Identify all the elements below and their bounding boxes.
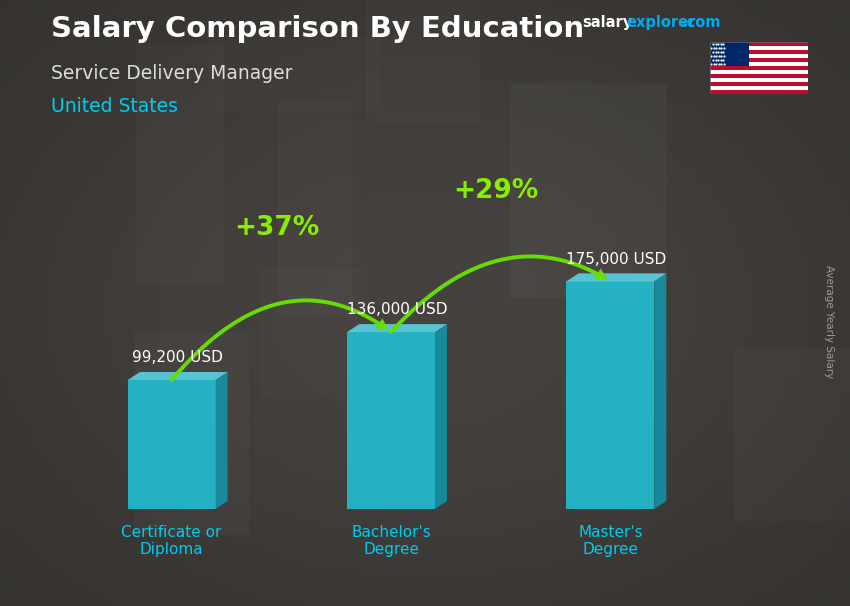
Bar bbox=[710, 90, 808, 94]
Text: +37%: +37% bbox=[235, 215, 320, 241]
Bar bbox=[710, 42, 808, 47]
Polygon shape bbox=[566, 273, 666, 281]
Bar bbox=[710, 78, 808, 82]
Bar bbox=[136, 0, 258, 173]
Bar bbox=[222, 0, 384, 127]
Bar bbox=[338, 107, 490, 346]
Polygon shape bbox=[347, 332, 435, 509]
Bar bbox=[710, 47, 808, 50]
Bar bbox=[710, 82, 808, 86]
Bar bbox=[710, 50, 808, 55]
Polygon shape bbox=[128, 372, 228, 380]
Bar bbox=[710, 66, 808, 70]
Text: salary: salary bbox=[582, 15, 632, 30]
Text: United States: United States bbox=[51, 97, 178, 116]
Bar bbox=[710, 86, 808, 90]
Bar bbox=[710, 58, 808, 62]
Bar bbox=[564, 187, 762, 421]
Bar bbox=[710, 42, 749, 66]
Polygon shape bbox=[128, 380, 216, 509]
Polygon shape bbox=[435, 324, 447, 509]
Bar bbox=[394, 425, 503, 499]
Polygon shape bbox=[654, 273, 666, 509]
Text: 175,000 USD: 175,000 USD bbox=[566, 251, 666, 267]
Text: Certificate or
Diploma: Certificate or Diploma bbox=[122, 525, 222, 558]
Polygon shape bbox=[347, 324, 447, 332]
Text: Bachelor's
Degree: Bachelor's Degree bbox=[351, 525, 431, 558]
Bar bbox=[710, 55, 808, 58]
Text: .com: .com bbox=[682, 15, 721, 30]
Text: Average Yearly Salary: Average Yearly Salary bbox=[824, 265, 834, 378]
Bar bbox=[324, 145, 397, 296]
Bar bbox=[710, 74, 808, 78]
Text: 136,000 USD: 136,000 USD bbox=[347, 302, 447, 318]
Bar bbox=[710, 70, 808, 74]
Text: Salary Comparison By Education: Salary Comparison By Education bbox=[51, 15, 584, 43]
Text: 99,200 USD: 99,200 USD bbox=[133, 350, 223, 365]
Text: Service Delivery Manager: Service Delivery Manager bbox=[51, 64, 292, 82]
Text: Master's
Degree: Master's Degree bbox=[578, 525, 643, 558]
Polygon shape bbox=[566, 281, 654, 509]
Bar bbox=[280, 279, 347, 367]
Polygon shape bbox=[216, 372, 228, 509]
Text: explorer: explorer bbox=[626, 15, 696, 30]
Text: +29%: +29% bbox=[454, 178, 539, 204]
Bar bbox=[656, 248, 753, 333]
Bar bbox=[710, 62, 808, 66]
